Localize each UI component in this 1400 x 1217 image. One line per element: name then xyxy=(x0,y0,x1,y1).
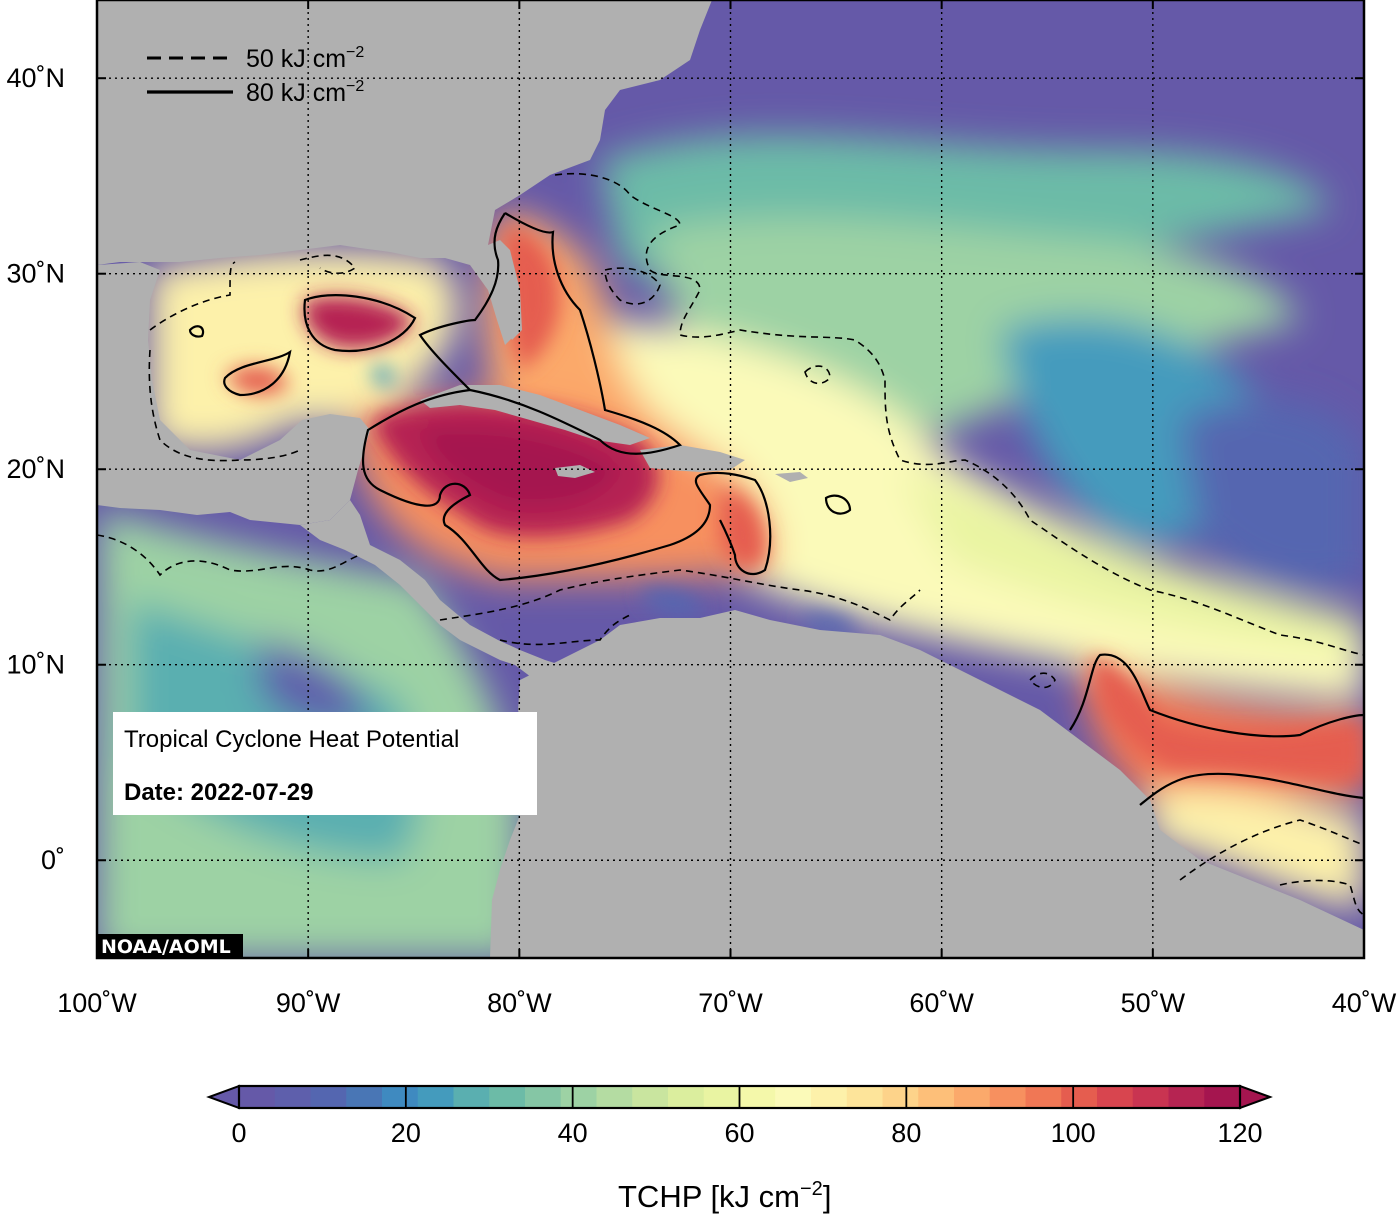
lon-tick-label: 60˚W xyxy=(909,988,974,1018)
colorbar-segment xyxy=(274,1086,312,1108)
puerto-rico-land xyxy=(775,472,808,482)
contour-50-dashed xyxy=(97,172,1364,916)
heat-potential-map: Tropical Cyclone Heat Potential Date: 20… xyxy=(97,0,1364,958)
colorbar-segment xyxy=(346,1086,383,1108)
south-america-land xyxy=(490,610,1364,958)
colorbar-segment xyxy=(1204,1086,1241,1108)
colorbar-segment xyxy=(1132,1086,1170,1108)
colorbar-segment xyxy=(453,1086,490,1108)
colorbar: 0 20 40 60 80 100 120 xyxy=(206,1084,1273,1148)
colorbar-tick-label: 100 xyxy=(1051,1118,1096,1148)
colorbar-max-arrow xyxy=(1239,1084,1273,1110)
colorbar-segment xyxy=(989,1086,1027,1108)
colorbar-tick-label: 80 xyxy=(891,1118,921,1148)
central-america-land xyxy=(300,500,585,700)
lon-tick-label: 40˚W xyxy=(1332,988,1397,1018)
colorbar-segment xyxy=(703,1086,741,1108)
mexico-central-america-land xyxy=(97,262,370,525)
info-box: Tropical Cyclone Heat Potential Date: 20… xyxy=(113,712,537,815)
colorbar-min-arrow xyxy=(206,1084,240,1110)
lat-tick-label: 30˚N xyxy=(6,259,65,289)
colorbar-segment xyxy=(632,1086,669,1108)
lat-tick-label: 40˚N xyxy=(6,63,65,93)
jamaica-land xyxy=(555,465,595,478)
info-box-background xyxy=(113,712,537,815)
colorbar-tick-label: 20 xyxy=(391,1118,421,1148)
credit-text: NOAA/AOML xyxy=(101,936,231,958)
lon-tick-label: 50˚W xyxy=(1121,988,1186,1018)
cuba-land xyxy=(420,385,650,445)
colorbar-segment xyxy=(775,1086,812,1108)
colorbar-segment xyxy=(382,1086,419,1108)
lon-tick-label: 70˚W xyxy=(698,988,763,1018)
colorbar-segment xyxy=(954,1086,991,1108)
contour-80-solid xyxy=(188,212,1364,806)
colorbar-segment xyxy=(525,1086,562,1108)
lon-tick-label: 100˚W xyxy=(57,988,137,1018)
colorbar-segment xyxy=(1168,1086,1205,1108)
colorbar-segment xyxy=(846,1086,884,1108)
colorbar-segment xyxy=(918,1086,955,1108)
longitude-axis: 100˚W 90˚W 80˚W 70˚W 60˚W 50˚W 40˚W xyxy=(57,0,1397,1018)
lat-tick-label: 10˚N xyxy=(6,650,65,680)
info-date: Date: 2022-07-29 xyxy=(124,779,313,806)
colorbar-title: TCHP [kJ cm−2] xyxy=(618,1178,831,1214)
info-title: Tropical Cyclone Heat Potential xyxy=(124,726,459,753)
lat-tick-label: 20˚N xyxy=(6,454,65,484)
land xyxy=(97,0,1364,958)
colorbar-tick-label: 40 xyxy=(558,1118,588,1148)
colorbar-segment xyxy=(1025,1086,1062,1108)
contours xyxy=(97,172,1364,916)
colorbar-segment xyxy=(811,1086,848,1108)
colorbar-segment xyxy=(239,1086,276,1108)
credit-badge: NOAA/AOML xyxy=(97,934,243,958)
north-america-land xyxy=(97,0,712,345)
lon-tick-label: 80˚W xyxy=(487,988,552,1018)
colorbar-segment xyxy=(1097,1086,1134,1108)
colorbar-segment xyxy=(310,1086,347,1108)
colorbar-segment xyxy=(882,1086,919,1108)
latitude-axis: 40˚N 30˚N 20˚N 10˚N 0˚ xyxy=(6,63,1364,875)
colorbar-segment xyxy=(489,1086,526,1108)
colorbar-segment xyxy=(668,1086,705,1108)
colorbar-tick-label: 0 xyxy=(231,1118,246,1148)
contour-legend: 50 kJ cm−2 80 kJ cm−2 xyxy=(147,44,364,107)
legend-dashed-label: 50 kJ cm−2 xyxy=(246,44,364,73)
colorbar-segment xyxy=(596,1086,633,1108)
colorbar-tick-label: 60 xyxy=(724,1118,754,1148)
colorbar-segment xyxy=(560,1086,598,1108)
hispaniola-land xyxy=(640,445,745,472)
legend-solid-label: 80 kJ cm−2 xyxy=(246,78,364,107)
lon-tick-label: 90˚W xyxy=(276,988,341,1018)
colorbar-segment xyxy=(739,1086,776,1108)
colorbar-segment xyxy=(417,1086,455,1108)
colorbar-segment xyxy=(1061,1086,1098,1108)
florida-land xyxy=(488,240,522,340)
lat-tick-label: 0˚ xyxy=(41,845,65,875)
colorbar-tick-label: 120 xyxy=(1217,1118,1262,1148)
credit-background xyxy=(97,934,243,958)
